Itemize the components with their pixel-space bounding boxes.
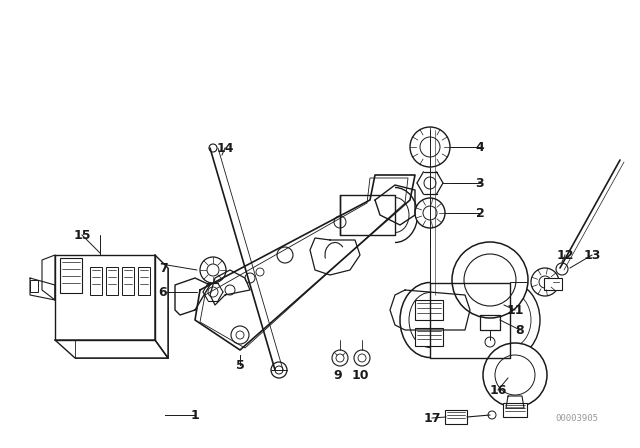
Bar <box>503 403 527 417</box>
Circle shape <box>415 198 445 228</box>
Text: 6: 6 <box>159 285 167 298</box>
Text: 9: 9 <box>333 369 342 382</box>
Bar <box>138 267 150 295</box>
Text: 4: 4 <box>476 141 484 154</box>
Circle shape <box>231 326 249 344</box>
Text: 16: 16 <box>490 383 507 396</box>
Circle shape <box>488 411 496 419</box>
Circle shape <box>410 127 450 167</box>
Text: 3: 3 <box>476 177 484 190</box>
Circle shape <box>271 362 287 378</box>
Text: 11: 11 <box>506 303 524 316</box>
Text: 2: 2 <box>476 207 484 220</box>
Circle shape <box>556 263 568 275</box>
Bar <box>90 267 102 295</box>
Text: 1: 1 <box>191 409 200 422</box>
Bar <box>106 267 118 295</box>
Bar <box>30 280 38 292</box>
Bar <box>544 278 562 290</box>
Circle shape <box>483 343 547 407</box>
Bar <box>415 328 443 346</box>
Text: 5: 5 <box>236 358 244 371</box>
Circle shape <box>245 273 255 283</box>
Circle shape <box>354 350 370 366</box>
Text: 8: 8 <box>516 323 524 336</box>
Circle shape <box>452 242 528 318</box>
Bar <box>415 300 443 320</box>
Text: 15: 15 <box>73 228 91 241</box>
Circle shape <box>256 268 264 276</box>
Text: 14: 14 <box>216 142 234 155</box>
Text: 13: 13 <box>583 249 601 262</box>
Bar <box>60 258 82 293</box>
Text: 12: 12 <box>556 249 573 262</box>
Text: 17: 17 <box>423 412 441 425</box>
Circle shape <box>332 350 348 366</box>
Circle shape <box>277 247 293 263</box>
Circle shape <box>200 257 226 283</box>
Circle shape <box>334 216 346 228</box>
Text: 00003905: 00003905 <box>555 414 598 423</box>
Bar <box>445 410 467 424</box>
Circle shape <box>225 285 235 295</box>
Text: 7: 7 <box>159 262 168 275</box>
Bar <box>122 267 134 295</box>
Text: 10: 10 <box>351 369 369 382</box>
Circle shape <box>531 268 559 296</box>
